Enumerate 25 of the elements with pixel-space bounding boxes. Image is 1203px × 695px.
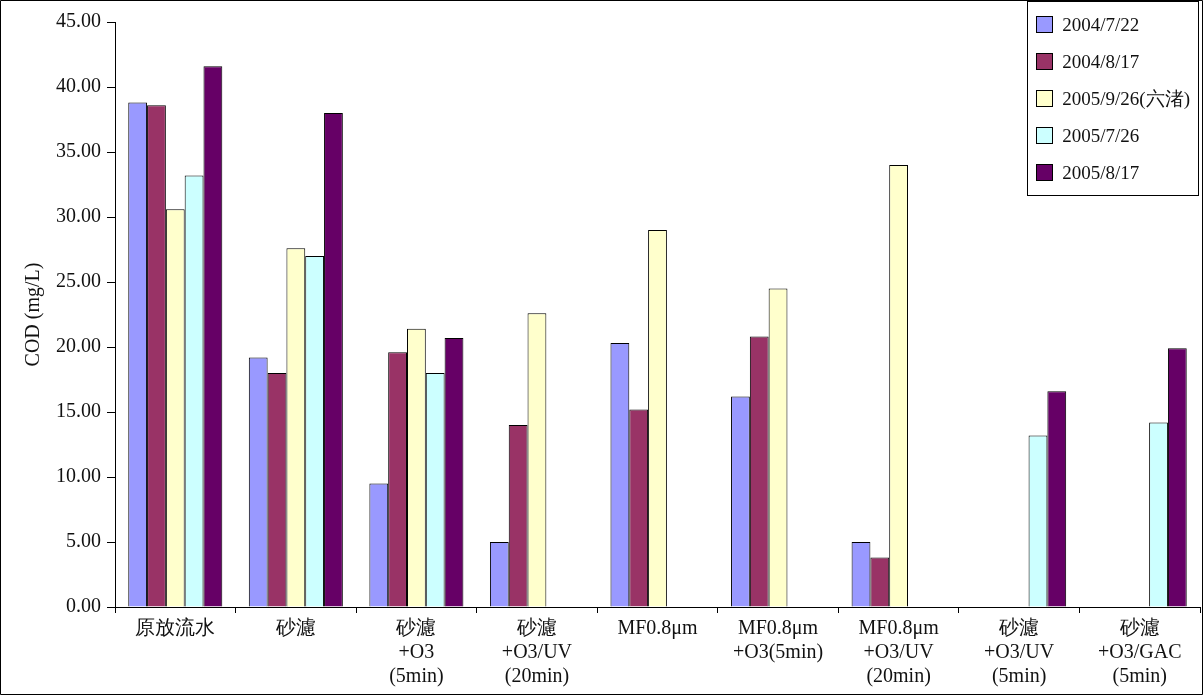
y-tick-label: 30.00 [56,204,101,227]
x-tick-label: 原放流水 [135,616,216,639]
legend-label: 2004/8/17 [1062,50,1140,73]
x-tick-label: 砂濾 +O3/UV (5min) [984,616,1055,688]
y-tick-label: 45.00 [56,9,101,32]
y-axis-title: COD (mg/L) [21,262,45,367]
y-tick-label: 20.00 [56,334,101,357]
x-tick-label: 砂濾 [274,616,316,639]
x-tick-label: MF0.8μm +O3/UV (20min) [858,616,940,688]
y-tick-label: 15.00 [56,399,101,422]
x-tick-label: 砂濾 +O3 (5min) [389,616,444,688]
y-tick-label: 0.00 [66,594,101,617]
legend-label: 2004/7/22 [1062,13,1140,36]
y-tick-label: 10.00 [56,464,101,487]
legend-label: 2005/8/17 [1062,161,1140,184]
legend-label: 2005/7/26 [1062,124,1140,147]
y-tick-label: 40.00 [56,74,101,97]
x-tick-label: 砂濾 +O3/GAC (5min) [1097,616,1182,688]
x-tick-label: MF0.8μm [617,616,699,640]
y-tick-label: 25.00 [56,269,101,292]
x-tick-label: 砂濾 +O3/UV (20min) [501,616,573,688]
y-tick-label: 35.00 [56,139,101,162]
y-tick-label: 5.00 [66,529,101,552]
x-tick-label: MF0.8μm +O3(5min) [732,616,824,664]
legend-label: 2005/9/26(六渚) [1062,86,1190,111]
